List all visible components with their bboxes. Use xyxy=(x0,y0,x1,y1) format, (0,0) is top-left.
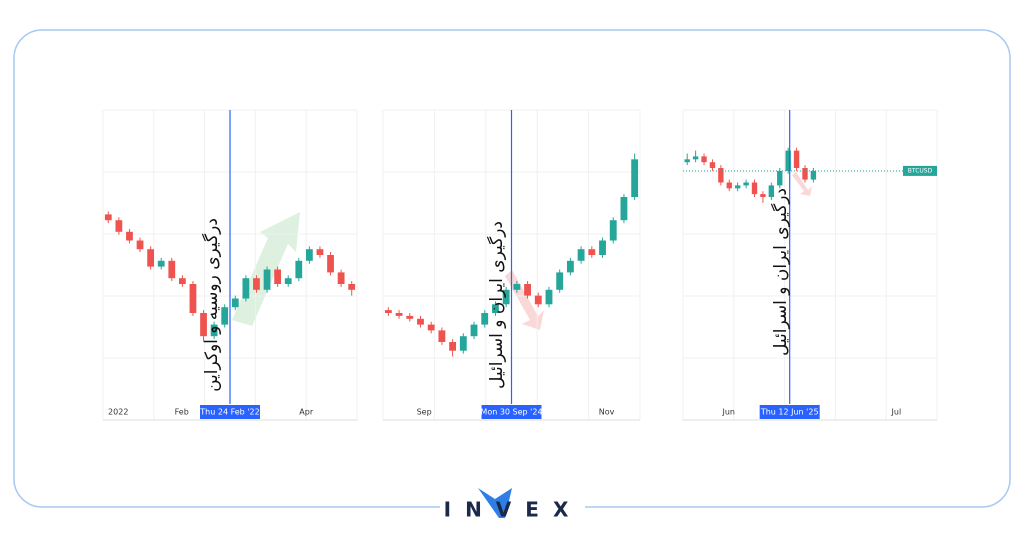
candle-body xyxy=(751,182,758,195)
symbol-box xyxy=(903,165,937,176)
annotation: درگیری ایران و اسرائیل xyxy=(486,221,507,389)
event-label-box xyxy=(481,405,542,419)
candle-body xyxy=(136,240,144,250)
candle-body xyxy=(513,284,521,290)
candle-body xyxy=(295,260,303,279)
x-tick-label: Apr xyxy=(299,408,314,417)
candle-body xyxy=(760,194,766,197)
candle-body xyxy=(701,156,707,163)
logo-mark xyxy=(478,488,512,518)
event-label: Mon 30 Sep '24 xyxy=(480,408,542,417)
candle-body xyxy=(189,284,197,313)
candle-body xyxy=(599,240,606,255)
candle-body xyxy=(221,307,229,325)
x-tick-label: Jun xyxy=(721,408,735,417)
candle-body xyxy=(492,304,499,313)
charts: 2022 Feb Apr Thu 24 Feb '22 درگیری روسیه و ا… xyxy=(102,109,938,421)
candle-body xyxy=(263,269,271,290)
candle-body xyxy=(709,162,716,168)
candle-body xyxy=(210,324,218,337)
candle-body xyxy=(104,214,112,221)
candle-body xyxy=(768,185,775,197)
candle-body xyxy=(802,168,808,180)
event-label-box xyxy=(759,405,820,419)
candle-body xyxy=(305,249,313,261)
candle-body xyxy=(566,260,574,273)
candle-body xyxy=(588,249,596,255)
candle-body xyxy=(777,170,783,186)
x-tick-label: Jul xyxy=(891,408,902,417)
candle-body xyxy=(684,159,690,163)
candle-body xyxy=(449,342,457,351)
candle-body xyxy=(692,156,699,160)
event-label: Thu 12 Jun '25 xyxy=(760,408,819,417)
candle-body xyxy=(556,272,564,290)
candle-body xyxy=(126,231,133,241)
candle-body xyxy=(459,336,467,351)
candle-body xyxy=(534,295,542,305)
symbol-label: BTCUSD xyxy=(908,167,933,174)
candle-body xyxy=(609,220,617,241)
candle-body xyxy=(631,159,639,197)
x-tick-label: 2022 xyxy=(108,408,128,417)
candle-body xyxy=(168,260,176,279)
candle-body xyxy=(620,197,628,221)
candle-body xyxy=(274,269,282,284)
candle-body xyxy=(502,289,510,305)
arrow-up xyxy=(232,212,300,326)
candle-body xyxy=(147,249,155,267)
candle-body xyxy=(427,324,435,331)
annotation: درگیری ایران و اسرائیل xyxy=(770,188,791,356)
candle-body xyxy=(253,278,260,290)
candle-body xyxy=(545,289,553,305)
x-tick-label: Feb xyxy=(175,408,189,417)
candle-body xyxy=(231,298,239,308)
candle-body xyxy=(785,150,791,171)
candle-body xyxy=(348,284,356,290)
candle-body xyxy=(115,220,123,232)
candle-body xyxy=(327,255,334,273)
candle-body xyxy=(178,278,186,284)
candle-body xyxy=(395,313,403,316)
candle-body xyxy=(726,182,732,189)
arrow-down xyxy=(792,172,812,196)
candle-body xyxy=(743,182,749,186)
x-tick-label: Nov xyxy=(599,408,615,417)
candle-body xyxy=(718,168,724,183)
candle-body xyxy=(384,310,392,313)
event-label: Thu 24 Feb '22 xyxy=(199,408,259,417)
candle-body xyxy=(438,330,446,342)
candle-body xyxy=(337,272,345,284)
candle-body xyxy=(470,324,478,337)
logo: INVEX xyxy=(444,498,583,522)
candle-body xyxy=(524,284,531,296)
candle-body xyxy=(157,260,165,267)
event-label-box xyxy=(200,405,260,419)
logo-bg xyxy=(440,496,585,526)
candle-body xyxy=(793,150,800,168)
candle-body xyxy=(406,315,414,319)
candle-body xyxy=(284,278,292,284)
candle-body xyxy=(577,249,585,261)
candle-body xyxy=(810,170,817,180)
candle-body xyxy=(316,249,324,255)
candle-body xyxy=(242,278,250,299)
candle-body xyxy=(734,185,741,189)
candle-body xyxy=(417,318,424,325)
candle-body xyxy=(481,313,489,325)
x-tick-label: Sep xyxy=(417,408,432,417)
annotation: درگیری روسیه و اوکراین xyxy=(201,218,222,392)
candle-body xyxy=(200,313,207,337)
